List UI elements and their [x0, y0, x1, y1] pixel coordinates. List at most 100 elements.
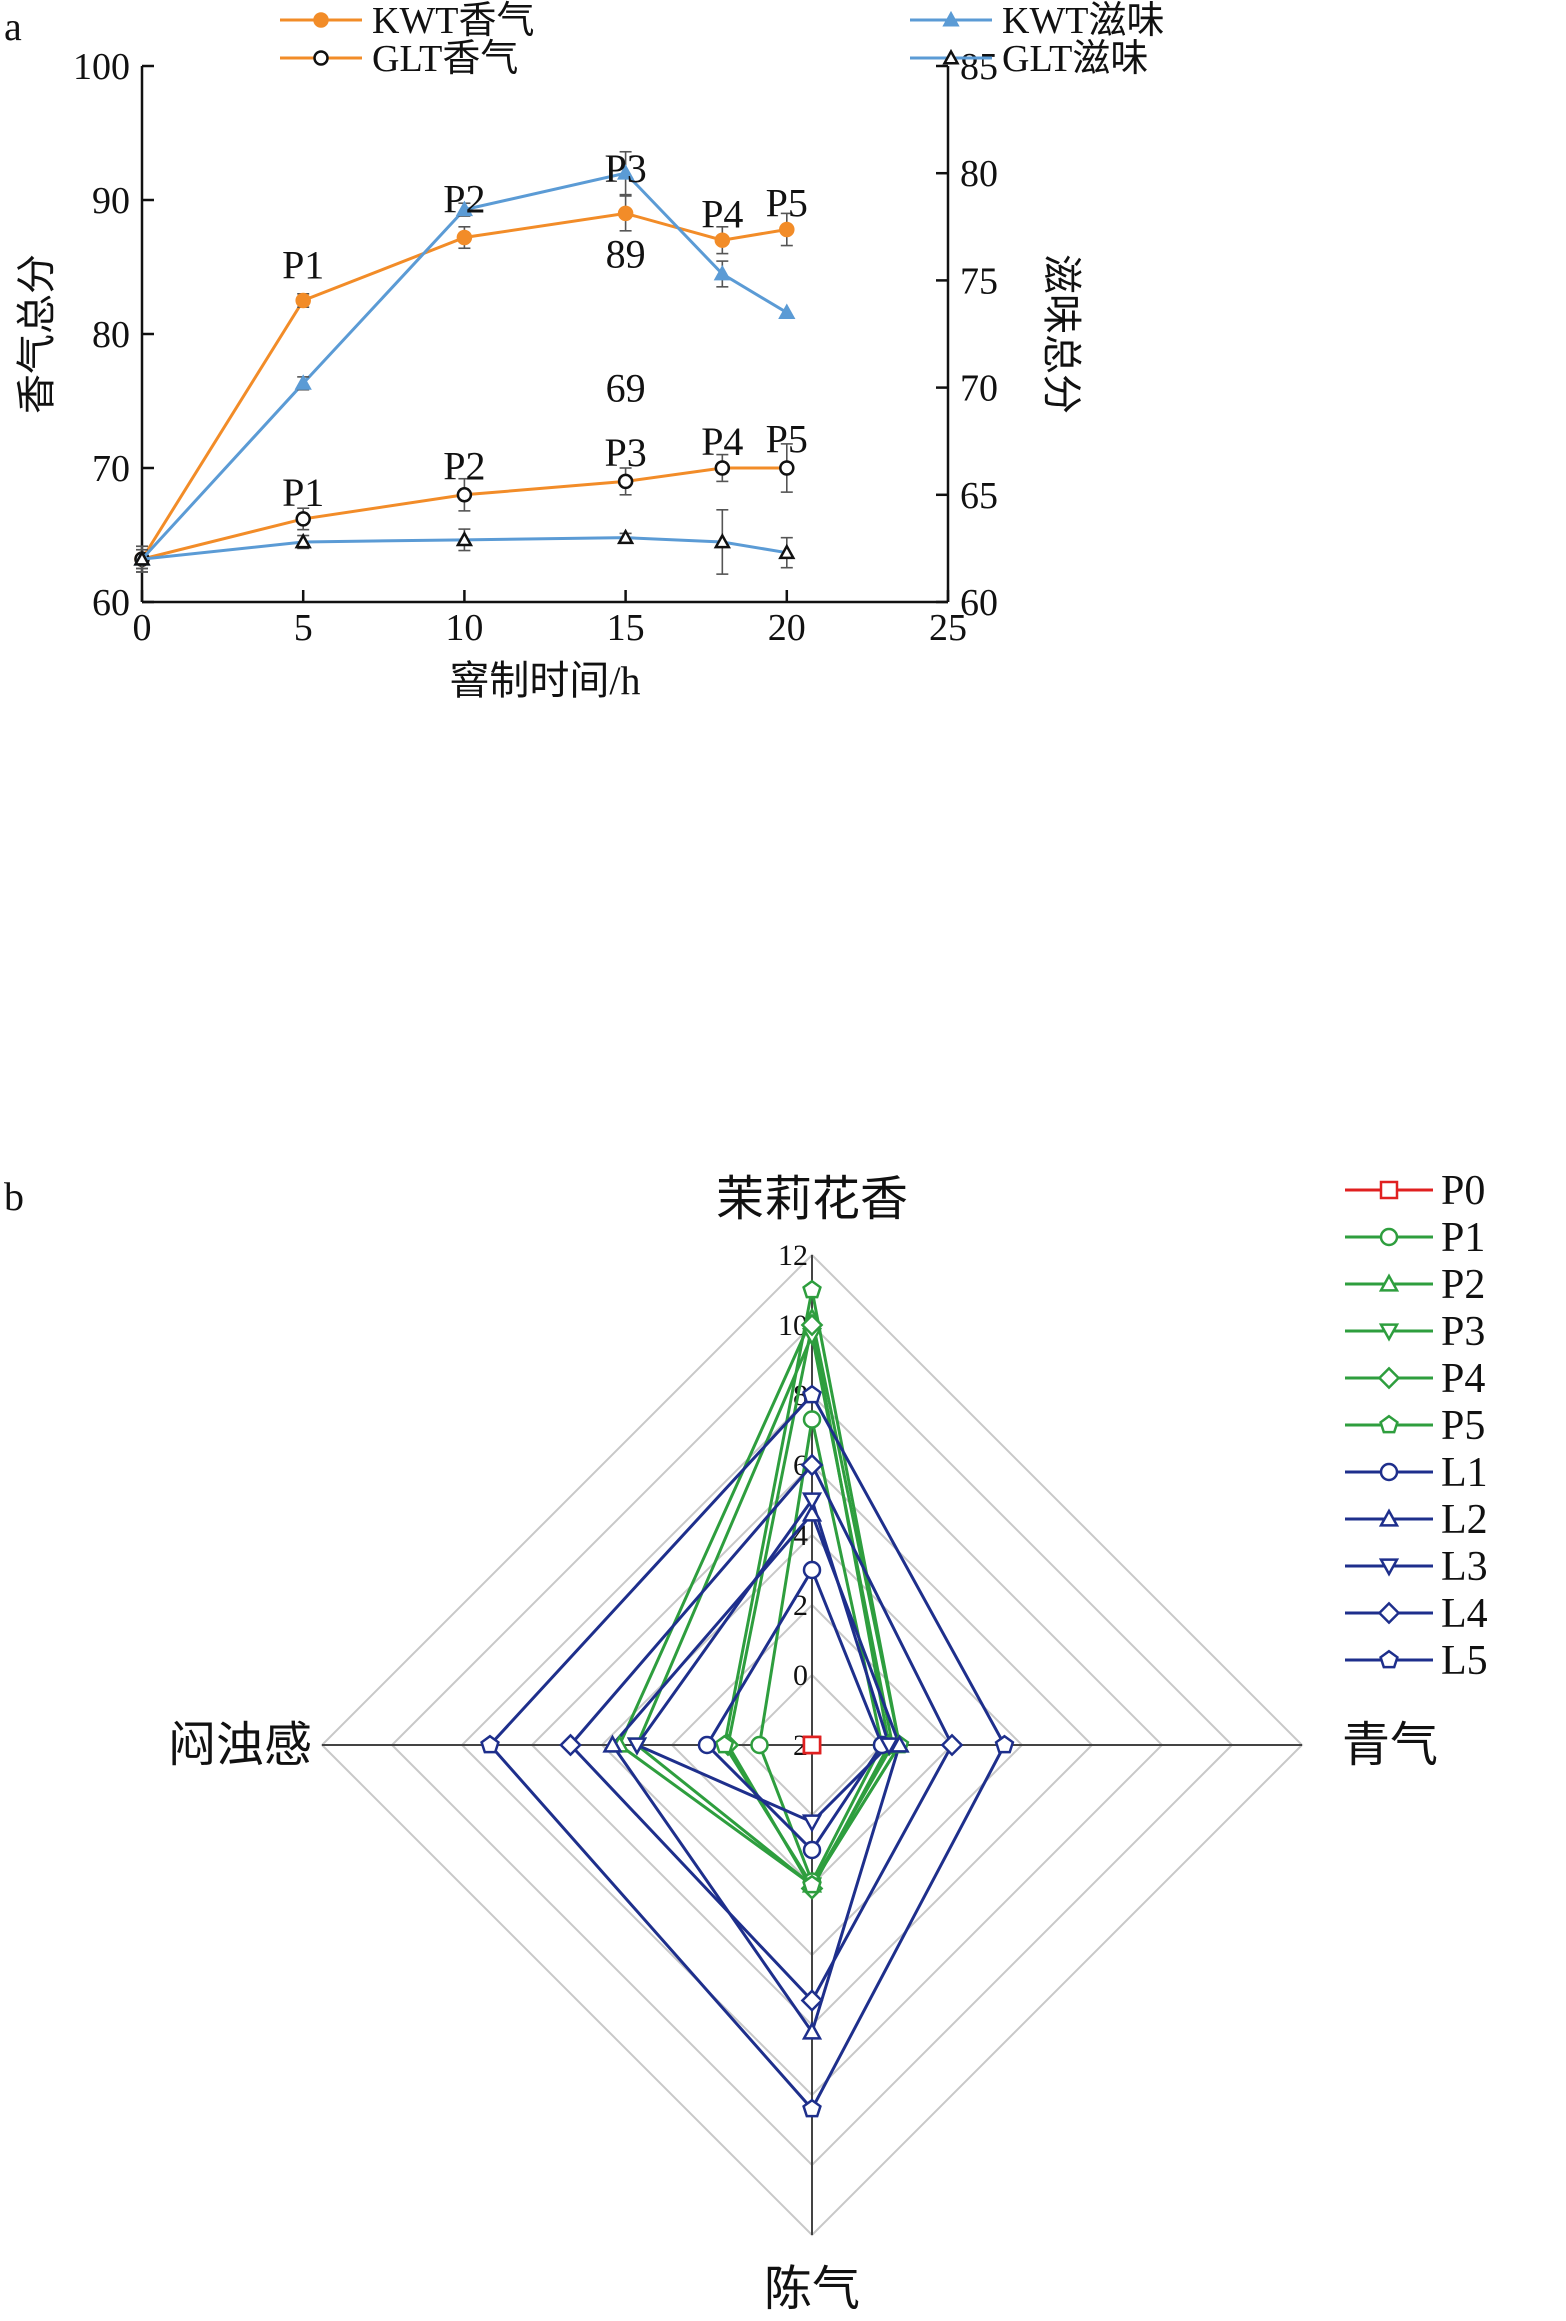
radar-data-point [889, 1734, 910, 1753]
radar-data-point [750, 1735, 769, 1755]
x-axis-title: 窨制时间/h [449, 658, 640, 703]
x-tick-label: 15 [607, 607, 645, 649]
legend-label: P2 [1441, 1262, 1485, 1308]
legend-label: L3 [1441, 1544, 1488, 1590]
legend-marker [1379, 1227, 1399, 1247]
radar-data-point [480, 1734, 500, 1754]
legend-marker [1378, 1323, 1400, 1342]
data-point [616, 164, 635, 180]
radar-data-point [559, 1733, 582, 1757]
data-annotation: P3 [604, 430, 646, 475]
data-point [779, 460, 795, 476]
y-left-axis-title: 香气总分 [14, 254, 59, 414]
y-right-tick-label: 65 [960, 475, 998, 517]
data-annotation: P5 [766, 417, 808, 462]
radar-data-point [602, 1734, 623, 1753]
radar-data-point [802, 1279, 822, 1299]
radar-data-point [994, 1734, 1015, 1754]
x-tick-label: 20 [768, 607, 806, 649]
chart-annotations: P1 P2 P3 P4 P5 89 69 P1 P2 P3 P4 P5 [282, 146, 808, 515]
radar-data-point [800, 1313, 824, 1337]
data-annotation: 69 [606, 366, 646, 411]
x-tick-label: 0 [133, 607, 152, 649]
radar-tick-label: 0 [793, 1659, 808, 1692]
radar-data-point [801, 1814, 823, 1833]
radar-data-point [940, 1733, 964, 1757]
legend-marker [942, 10, 960, 27]
y-left-tick-label: 100 [73, 46, 130, 88]
legend-marker [313, 50, 329, 66]
legend-label: P0 [1441, 1168, 1485, 1214]
data-point [617, 473, 634, 490]
legend-label: P4 [1441, 1356, 1485, 1402]
data-annotation: P2 [443, 177, 485, 222]
data-annotation: P4 [701, 191, 743, 236]
y-right-tick-label: 85 [960, 46, 998, 88]
radar-data-point [802, 1384, 822, 1404]
radar-data-point [626, 1737, 648, 1756]
radar-data-point [714, 1734, 735, 1754]
radar-axis-label: 青气 [1342, 1719, 1438, 1772]
radar-tick-label: 4 [793, 1519, 808, 1552]
legend-marker [1379, 1180, 1399, 1200]
data-annotation: P1 [282, 470, 324, 515]
data-point [294, 532, 312, 549]
radar-data-point [878, 1737, 900, 1756]
data-point [778, 303, 796, 320]
data-annotation: P4 [701, 419, 743, 464]
data-point [455, 200, 474, 217]
radar-data-point [801, 1503, 823, 1522]
y-right-axis-title: 滋味总分 [1039, 254, 1084, 414]
legend-label: GLT滋味 [1002, 38, 1148, 80]
radar-series [480, 1279, 1015, 2118]
y-left-tick-label: 70 [92, 448, 130, 490]
radar-data-point [802, 1840, 822, 1860]
panel-label-a: a [4, 4, 22, 49]
line-chart: 0 5 10 15 20 2560708090100606570758085窨制时间/h香… [14, 0, 1165, 703]
legend-marker [313, 12, 329, 28]
legend-marker [1379, 1649, 1399, 1669]
chart-series [133, 150, 796, 575]
x-tick-label: 10 [445, 607, 483, 649]
series-line [140, 171, 788, 561]
chart-axes: 0 5 10 15 20 2560708090100606570758085窨制时间/h香… [14, 46, 1084, 703]
legend-marker [1379, 1462, 1399, 1482]
x-tick-label: 5 [294, 607, 313, 649]
legend-marker [1378, 1273, 1400, 1292]
data-point [456, 229, 473, 246]
series-line [141, 536, 788, 561]
radar-tick-label: 12 [778, 1239, 808, 1272]
radar-tick-label: 2 [793, 1589, 808, 1622]
data-point [455, 530, 474, 547]
data-annotation: P3 [604, 146, 646, 191]
radar-data-point [697, 1735, 717, 1755]
data-point [616, 528, 635, 545]
data-point [133, 550, 151, 566]
data-point [294, 374, 312, 390]
series-line [140, 211, 788, 560]
y-right-tick-label: 60 [960, 582, 998, 624]
data-point [713, 264, 731, 281]
y-right-tick-label: 75 [960, 260, 998, 302]
legend-label: L5 [1441, 1638, 1488, 1684]
legend-label: P3 [1441, 1309, 1485, 1355]
y-left-tick-label: 80 [92, 314, 130, 356]
data-annotation: P2 [443, 443, 485, 488]
y-left-tick-label: 60 [92, 582, 130, 624]
radar-data-point [802, 1410, 822, 1429]
radar-data-point [801, 1492, 823, 1511]
legend-marker [1377, 1366, 1401, 1390]
legend-label: L4 [1441, 1591, 1488, 1637]
data-point [714, 460, 731, 476]
data-annotation: 89 [606, 232, 646, 277]
radar-axis-label: 茉莉花香 [716, 1173, 908, 1226]
legend-label: GLT香气 [372, 38, 518, 80]
data-point [779, 221, 795, 238]
radar-axis-label: 陈气 [764, 2263, 860, 2316]
y-right-tick-label: 70 [960, 368, 998, 410]
radar-data-point [802, 1560, 822, 1580]
x-tick-label: 25 [929, 607, 967, 649]
